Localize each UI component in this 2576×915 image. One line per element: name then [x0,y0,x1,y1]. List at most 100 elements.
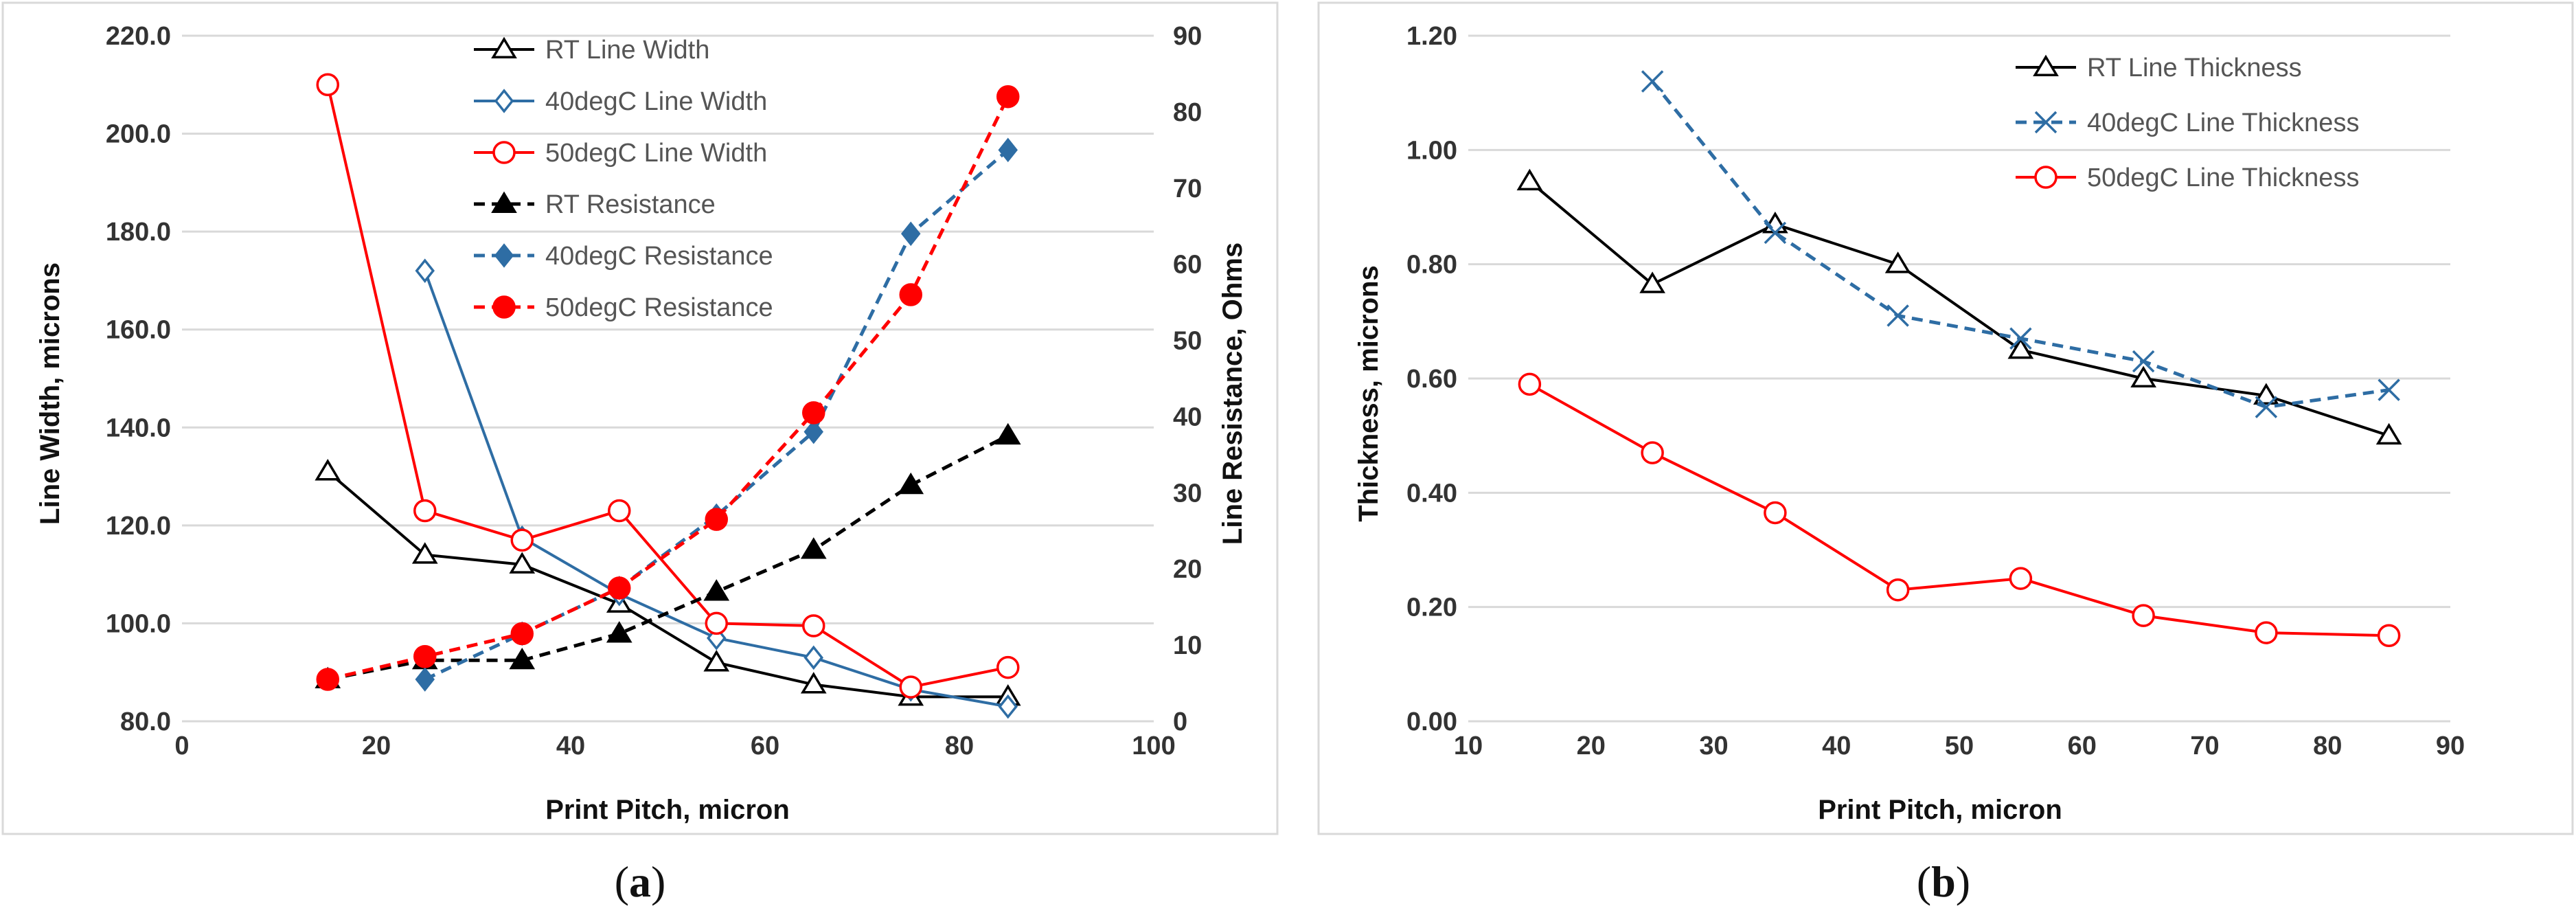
y-tick-label: 120.0 [106,512,171,541]
panel-a-y2-axis-title: Line Resistance, Ohms [1218,242,1248,545]
y-tick-label: 0.80 [1406,251,1457,280]
data-point [510,528,534,552]
caption-a-close: ) [651,857,665,906]
legend-item-40degc-line-thickness: 40degC Line Thickness [2016,109,2359,137]
legend-label: 50degC Line Width [545,139,767,168]
legend-item-rt-resistance: RT Resistance [474,190,716,219]
series-rt-line-thickness [1516,168,2402,445]
y-tick-label: 180.0 [106,218,171,247]
legend-marker [491,191,517,213]
data-point [998,137,1018,163]
x-tick-label: 30 [1699,732,1728,760]
data-point [2255,396,2278,418]
legend-label: RT Line Thickness [2087,54,2302,82]
caption-b: (b) [1917,857,1970,906]
y2-tick-label: 20 [1173,555,1202,584]
data-point [2007,337,2034,359]
y2-tick-label: 80 [1173,98,1202,127]
data-point [2375,422,2402,445]
data-point [803,645,823,670]
data-point [803,419,823,444]
data-point [703,650,730,672]
y2-tick-label: 50 [1173,327,1202,356]
legend-item-50degc-resistance: 50degC Resistance [474,293,773,322]
data-point [415,667,435,692]
series-line-50degc-resistance [327,95,1010,681]
legend-label: 40degC Resistance [545,242,773,271]
legend-label: 40degC Line Width [545,87,767,116]
series-line-50degc-line-width [326,84,1009,689]
series-line-rt-line-thickness [1529,180,2390,438]
panel-b-series [1516,70,2402,647]
data-point [510,622,534,646]
panel-a-series [315,73,1021,719]
data-point [2009,567,2033,590]
data-point [2130,365,2156,387]
caption-a-letter: a [629,857,651,906]
y-tick-label: 100.0 [106,609,171,638]
data-point [1764,501,1787,525]
data-point [899,675,922,699]
x-tick-label: 80 [945,732,974,760]
caption-b-open: ( [1917,857,1931,906]
legend-item-rt-line-width: RT Line Width [474,36,709,65]
data-point [315,459,341,481]
data-point [413,499,437,523]
legend-label: 50degC Resistance [545,293,773,322]
data-point [1639,271,1665,293]
x-tick-label: 70 [2190,732,2219,760]
series-50degc-line-width [316,73,1020,699]
data-point [606,621,632,643]
data-point [2009,327,2032,350]
series-40degc-line-thickness [1641,70,2400,418]
x-tick-label: 100 [1132,732,1175,760]
data-point [2132,604,2155,627]
data-point [1886,578,1910,602]
legend-label: RT Line Width [545,36,709,65]
data-point [901,221,921,247]
data-point [2132,350,2155,373]
legend-item-50degc-line-width: 50degC Line Width [474,139,767,168]
legend-marker [494,243,514,268]
data-point [411,542,438,564]
data-point [415,258,435,283]
caption-b-close: ) [1956,857,1970,906]
x-tick-label: 40 [1822,732,1851,760]
y2-tick-label: 0 [1173,708,1187,736]
data-point [802,614,825,637]
data-point [705,508,728,531]
legend-marker [491,36,517,58]
data-point [994,422,1021,445]
data-point [1884,251,1911,273]
series-50degc-resistance [316,84,1020,691]
panel-b-gridlines [1468,34,2450,609]
panel-a-legend: RT Line Width 40degC Line Width 50degC Lin… [474,36,773,322]
data-point [1518,372,1542,396]
data-point [898,472,924,495]
data-point [705,611,728,635]
legend-marker [492,295,516,319]
panel-a-x-axis-title: Print Pitch, micron [545,795,790,825]
y2-tick-label: 30 [1173,479,1202,508]
y2-tick-label: 70 [1173,174,1202,203]
y-tick-label: 80.0 [120,708,171,736]
data-point [996,84,1020,109]
x-tick-label: 0 [174,732,189,760]
panel-a-frame [1,1,1279,835]
legend-label: RT Resistance [545,190,716,219]
y-tick-label: 1.20 [1406,22,1457,51]
x-tick-label: 20 [1577,732,1606,760]
data-point [1516,168,1543,191]
legend-marker [492,141,516,164]
x-tick-label: 10 [1454,732,1483,760]
panel-b-frame [1317,1,2574,835]
y2-tick-label: 10 [1173,631,1202,660]
data-point [800,537,827,559]
panel-b-y-axis-title: Thickness, microns [1354,265,1384,521]
x-tick-label: 20 [362,732,391,760]
chart-panel-b: 0.00 0.20 0.40 0.60 0.80 1.00 1.20 10 20 30 40 50 60… [1317,1,2574,835]
y-tick-label: 0.40 [1406,479,1457,508]
data-point [998,694,1018,719]
y-tick-label: 200.0 [106,120,171,149]
y-tick-label: 0.60 [1406,365,1457,394]
